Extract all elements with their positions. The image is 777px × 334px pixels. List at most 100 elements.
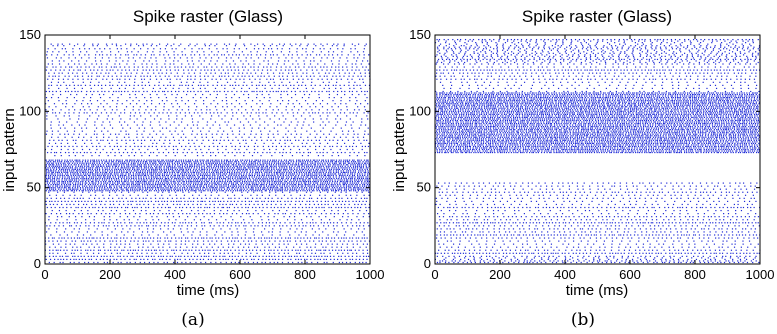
spike-point <box>289 187 291 189</box>
spike-point <box>349 182 351 184</box>
spike-point <box>276 185 278 187</box>
spike-point <box>207 180 209 183</box>
spike-point <box>335 168 337 170</box>
spike-point <box>231 187 233 189</box>
spike-point <box>221 167 224 169</box>
spike-point <box>118 180 120 183</box>
spike-point <box>330 213 332 215</box>
spike-point <box>75 182 77 184</box>
spike-point <box>150 176 153 178</box>
spike-point <box>227 139 230 141</box>
spike-point <box>258 173 260 175</box>
spike-point <box>185 170 187 172</box>
spike-point <box>284 162 286 164</box>
spike-point <box>167 164 169 166</box>
spike-point <box>177 170 179 172</box>
spike-point <box>181 165 184 167</box>
spike-point <box>64 145 66 148</box>
spike-point <box>140 151 142 154</box>
spike-point <box>113 203 115 206</box>
spike-point <box>150 151 152 154</box>
spike-point <box>311 228 313 230</box>
spike-point <box>156 142 158 144</box>
spike-point <box>364 188 366 190</box>
spike-point <box>185 179 187 181</box>
spike-point <box>273 159 275 161</box>
spike-point <box>246 170 248 172</box>
spike-point <box>269 180 271 183</box>
spike-point <box>252 185 254 187</box>
spike-point <box>274 258 277 261</box>
spike-point <box>88 258 90 261</box>
spike-point <box>144 162 147 164</box>
spike-point <box>167 180 169 183</box>
spike-point <box>323 252 325 254</box>
spike-point <box>279 180 281 183</box>
spike-point <box>77 206 79 209</box>
spike-point <box>186 173 188 175</box>
spike-point <box>233 162 235 164</box>
spike-point <box>46 188 48 190</box>
spike-point <box>341 179 343 181</box>
spike-point <box>192 170 194 172</box>
spike-point <box>109 180 111 183</box>
spike-point <box>95 240 97 242</box>
spike-point <box>360 164 362 166</box>
spike-point <box>81 258 83 261</box>
spike-point <box>84 165 86 167</box>
spike-point <box>222 255 224 257</box>
spike-point <box>51 171 53 173</box>
spike-point <box>222 176 225 178</box>
spike-point <box>254 161 256 163</box>
spike-point <box>264 190 266 192</box>
spike-point <box>104 176 106 178</box>
spike-point <box>264 228 266 230</box>
spike-point <box>188 180 190 183</box>
spike-point <box>198 194 200 196</box>
spike-point <box>284 165 286 167</box>
spike-point <box>54 182 56 184</box>
spike-point <box>292 170 295 172</box>
spike-point <box>105 182 107 184</box>
spike-point <box>191 151 193 154</box>
spike-point <box>107 155 109 157</box>
spike-point <box>166 255 168 257</box>
spike-point <box>357 167 359 169</box>
spike-point <box>58 180 60 183</box>
spike-point <box>96 177 99 180</box>
spike-point <box>186 213 188 215</box>
spike-point <box>72 145 74 148</box>
spike-point <box>293 168 296 170</box>
spike-point <box>268 213 270 215</box>
spike-point <box>261 179 263 181</box>
spike-point <box>214 234 216 236</box>
spike-point <box>68 155 70 157</box>
spike-point <box>287 261 289 264</box>
spike-point <box>236 176 238 178</box>
spike-point <box>329 179 331 181</box>
spike-point <box>142 197 144 199</box>
spike-point <box>184 219 186 221</box>
spike-point <box>83 240 85 242</box>
spike-point <box>101 188 103 190</box>
spike-point <box>309 185 311 187</box>
spike-point <box>286 182 289 184</box>
spike-point <box>171 162 173 164</box>
spike-point <box>317 155 320 157</box>
spike-point <box>199 159 201 161</box>
spike-point <box>188 185 190 187</box>
spike-point <box>251 167 253 169</box>
spike-point <box>223 139 225 141</box>
spike-point <box>52 249 54 251</box>
spike-point <box>286 225 288 227</box>
spike-point <box>315 243 317 245</box>
spike-point <box>249 216 251 218</box>
spike-point <box>128 170 130 172</box>
spike-point <box>160 188 162 190</box>
spike-point <box>279 222 281 224</box>
spike-point <box>90 161 92 163</box>
spike-point <box>263 200 265 203</box>
spike-point <box>304 240 306 242</box>
spike-point <box>89 222 92 224</box>
spike-point <box>80 246 82 248</box>
